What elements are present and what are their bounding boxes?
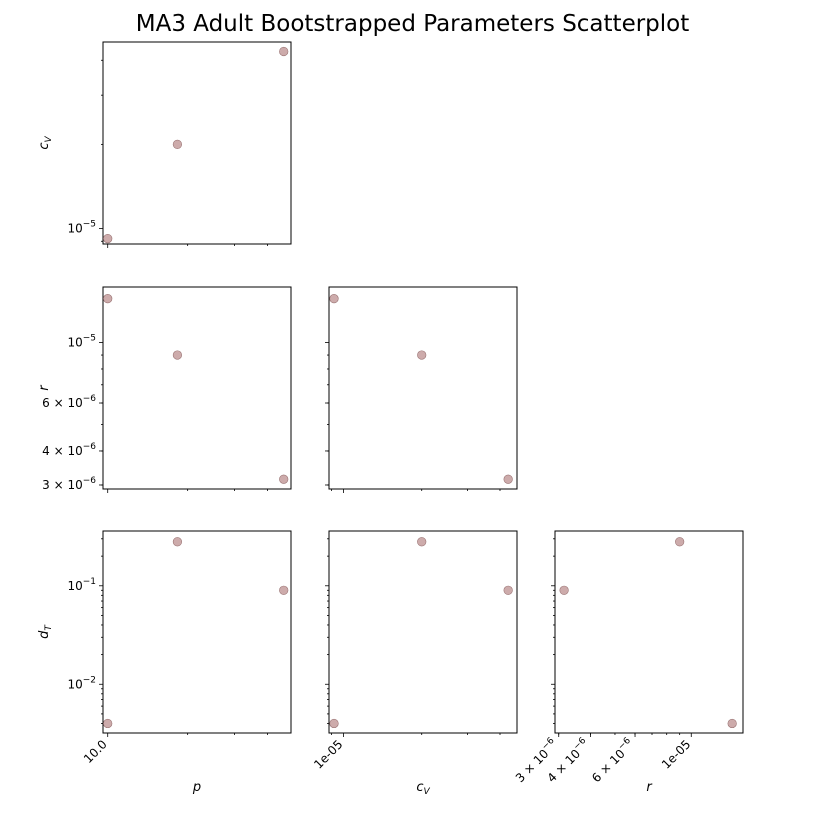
x-axis-label: cV [416, 780, 430, 797]
chart-title: MA3 Adult Bootstrapped Parameters Scatte… [135, 11, 690, 37]
data-point [103, 234, 113, 244]
data-point [279, 46, 289, 57]
data-point [417, 350, 427, 360]
panel-p-vs-r: 10−5 6 × 10−6 4 × 10−6 3 × 10−6 r [37, 286, 292, 493]
y-tick-label: 4 × 10−6 [42, 442, 96, 458]
data-point [503, 474, 513, 484]
y-tick-label: 10−1 [67, 577, 96, 593]
panel-frame [102, 41, 292, 245]
y-axis-label: cV [37, 136, 54, 150]
panel-frame [554, 530, 744, 734]
panel-r-vs-dT: 3 × 10−64 × 10−66 × 10−6 1e-05r [513, 530, 744, 795]
x-tick-label: 6 × 10−6 [588, 736, 638, 786]
data-point [329, 294, 339, 304]
data-point [172, 537, 183, 547]
x-axis-label: p [192, 780, 201, 795]
panel-cV-vs-dT: 1e-05 cV [311, 530, 518, 797]
data-point [103, 294, 113, 304]
panel-p-vs-cV: 10−5 cV [37, 41, 292, 248]
data-point [279, 585, 289, 595]
x-tick-label: 1e-05 [311, 737, 345, 771]
panel-frame [102, 286, 292, 490]
data-point [417, 537, 427, 547]
data-point [172, 350, 183, 360]
data-point [329, 718, 339, 729]
x-tick-label: 1e-05 [659, 737, 693, 771]
data-point [503, 585, 513, 595]
y-tick-label: 10−2 [67, 675, 96, 691]
y-axis-label: r [37, 384, 52, 391]
panel-cV-vs-r [325, 286, 518, 493]
data-point [675, 537, 685, 547]
y-tick-label: 10−5 [67, 334, 96, 350]
data-point [103, 718, 113, 729]
data-point [559, 585, 569, 595]
panel-frame [328, 286, 518, 490]
x-tick-label: 10.0 [81, 737, 110, 766]
x-axis-label: r [646, 780, 653, 795]
y-tick-label: 10−5 [67, 219, 96, 235]
panel-frame [328, 530, 518, 734]
y-axis-label: dT [37, 624, 54, 639]
data-point [172, 139, 183, 149]
panel-p-vs-dT: 10−1 10−2 10.0 dT p [37, 530, 292, 795]
y-tick-label: 6 × 10−6 [42, 394, 96, 410]
data-point [727, 718, 737, 729]
data-point [279, 474, 289, 484]
panel-frame [102, 530, 292, 734]
y-tick-label: 3 × 10−6 [42, 476, 96, 492]
